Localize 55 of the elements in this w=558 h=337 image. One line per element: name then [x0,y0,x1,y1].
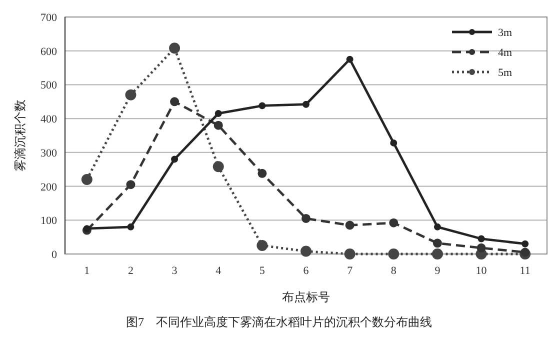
x-tick-label: 1 [84,265,90,277]
x-tick-label: 5 [259,265,266,277]
y-tick-label: 400 [40,114,58,126]
caption: 图7 不同作业高度下雾滴在水稻叶片的沉积个数分布曲线 [126,315,432,329]
x-tick-label: 3 [172,265,178,277]
y-tick-label: 600 [40,46,58,58]
point [258,168,267,178]
x-tick-label: 6 [303,265,310,277]
legend-label: 3m [498,27,512,39]
point [432,238,442,248]
point [81,174,92,186]
x-axis-title: 布点标号 [282,290,330,304]
point [214,110,222,117]
point [302,214,310,223]
legend-label: 5m [498,67,512,79]
point [478,235,485,242]
point [125,89,136,100]
point [170,97,180,106]
y-axis-title: 雾滴沉积个数 [13,100,27,172]
point [171,156,178,163]
point [520,248,530,257]
point [212,161,224,172]
point [83,225,90,232]
x-tick-label: 9 [434,265,441,277]
point [345,220,354,230]
point [434,223,441,230]
point [522,240,529,248]
point [388,248,400,260]
point [258,102,266,110]
point [432,248,443,260]
point [214,120,223,130]
x-tick-label: 2 [128,265,134,277]
point [127,223,134,230]
point [169,42,180,54]
y-tick-label: 100 [40,215,58,228]
y-tick-label: 0 [52,249,58,261]
y-tick-label: 300 [40,147,58,160]
x-tick-label: 7 [347,265,354,277]
point [302,100,310,108]
x-tick-label: 11 [520,265,530,277]
x-tick-label: 8 [390,265,397,277]
y-tick-label: 200 [40,181,58,194]
point [476,243,486,252]
y-tick-label: 700 [40,12,58,24]
legend-label: 4m [498,47,512,59]
point [346,56,354,63]
point [300,246,312,257]
y-tick-label: 500 [40,80,58,92]
point [389,218,398,228]
point [344,248,356,260]
x-tick-label: 10 [476,265,488,277]
point [390,139,398,146]
x-tick-label: 4 [216,265,222,277]
point [126,180,136,190]
point [256,240,268,252]
